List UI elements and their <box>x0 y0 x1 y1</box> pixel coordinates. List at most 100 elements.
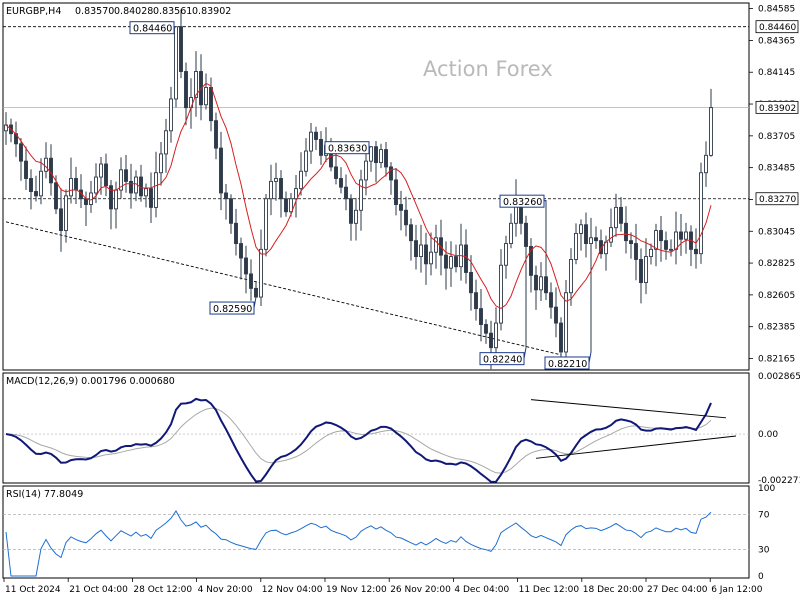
candle <box>89 180 93 213</box>
candle <box>509 213 513 249</box>
candle <box>384 142 388 177</box>
price-tick-label: 0.83485 <box>758 164 795 174</box>
candle-body <box>399 204 403 211</box>
candle <box>494 307 498 355</box>
candle-body <box>594 237 598 242</box>
candle <box>284 191 288 217</box>
swing-label: 0.83630 <box>324 141 372 155</box>
candle <box>639 248 643 304</box>
candle-body <box>609 227 613 243</box>
candle-body <box>429 251 433 265</box>
time-tick-label: 4 Dec 04:00 <box>454 585 509 595</box>
price-tick-label: 0.82825 <box>758 259 795 269</box>
candle-body <box>524 222 528 247</box>
candle-body <box>104 163 108 187</box>
candle-body <box>174 26 178 100</box>
candle-body <box>269 180 273 200</box>
candle-body <box>584 224 588 245</box>
candle <box>299 152 303 196</box>
candle <box>444 241 448 290</box>
candle-body <box>709 107 713 156</box>
candle <box>149 172 153 223</box>
candle-body <box>484 324 488 334</box>
price-tick-label: 0.83705 <box>758 132 795 142</box>
candle <box>314 126 318 150</box>
candle <box>559 317 563 360</box>
candle <box>29 169 33 210</box>
rsi-panel: 100 70 30 0 <box>3 484 775 582</box>
candle-body <box>449 256 453 269</box>
candle <box>274 162 278 201</box>
candle <box>144 183 148 208</box>
candle <box>294 174 298 218</box>
candle-body <box>114 189 118 210</box>
candle <box>534 265 538 310</box>
candle-body <box>49 157 53 184</box>
rsi-scale-label: 100 <box>758 484 775 494</box>
candle-body <box>409 224 413 242</box>
swing-label-text: 0.82210 <box>548 359 587 370</box>
candle-body <box>649 248 653 258</box>
candle <box>84 191 88 226</box>
candle-body <box>99 163 103 178</box>
candle-body <box>124 169 128 182</box>
candle-body <box>434 237 438 253</box>
candle <box>394 167 398 216</box>
swing-label-text: 0.82590 <box>213 304 252 315</box>
candle <box>374 141 378 183</box>
candle <box>104 153 108 197</box>
candle-body <box>264 198 268 250</box>
candle-body <box>19 143 23 162</box>
candle-body <box>194 71 198 98</box>
candle-body <box>369 146 373 162</box>
candle <box>674 211 678 265</box>
macd-triangle-lower <box>535 435 737 459</box>
time-axis: 11 Oct 2024 21 Oct 04:00 28 Oct 12:00 4 Nov… <box>3 578 763 595</box>
candle <box>659 215 663 262</box>
candle <box>59 188 63 252</box>
candle-body <box>39 170 43 197</box>
rsi-scale-label: 30 <box>758 546 770 556</box>
candle-body <box>219 147 223 194</box>
candle-body <box>534 274 538 291</box>
time-tick-label: 18 Dec 20:00 <box>583 585 644 595</box>
ohlc-close: 0.83902 <box>192 6 231 17</box>
candle <box>249 259 253 301</box>
candle-body <box>414 240 418 258</box>
candle <box>309 123 313 164</box>
candle-body <box>394 179 398 205</box>
candle <box>389 162 393 195</box>
candle <box>154 151 158 218</box>
swing-label: 0.83260 <box>499 194 547 208</box>
candle-body <box>424 244 428 265</box>
candle <box>619 197 623 232</box>
candle <box>354 198 358 241</box>
candle-body <box>34 191 38 197</box>
rsi-scale-label: 0 <box>758 572 764 582</box>
price-marker-box <box>755 20 799 34</box>
moving-average-line <box>5 82 712 310</box>
candle-body <box>249 273 253 289</box>
rsi-line <box>5 510 712 577</box>
candle <box>39 158 43 205</box>
candle <box>194 51 198 117</box>
price-marker: 0.83270 <box>755 192 799 205</box>
candle <box>484 319 488 344</box>
candle-body <box>674 231 678 250</box>
price-axis: 0.845850.843650.841450.839250.837050.834… <box>749 5 799 364</box>
candle-body <box>344 186 348 200</box>
time-tick-label: 26 Nov 20:00 <box>390 585 451 595</box>
candle <box>634 223 638 281</box>
candle-body <box>129 180 133 194</box>
candle <box>254 281 258 298</box>
candle-body <box>119 169 123 191</box>
swing-label-leader <box>588 351 592 364</box>
macd-scale-label: 0.00 <box>758 430 778 440</box>
candle-body <box>169 98 173 132</box>
candle-body <box>374 146 378 164</box>
candle <box>404 196 408 237</box>
swing-label-leader <box>523 347 527 359</box>
candle <box>244 245 248 294</box>
rsi-scale-label: 70 <box>758 510 770 520</box>
candle-body <box>184 71 188 109</box>
